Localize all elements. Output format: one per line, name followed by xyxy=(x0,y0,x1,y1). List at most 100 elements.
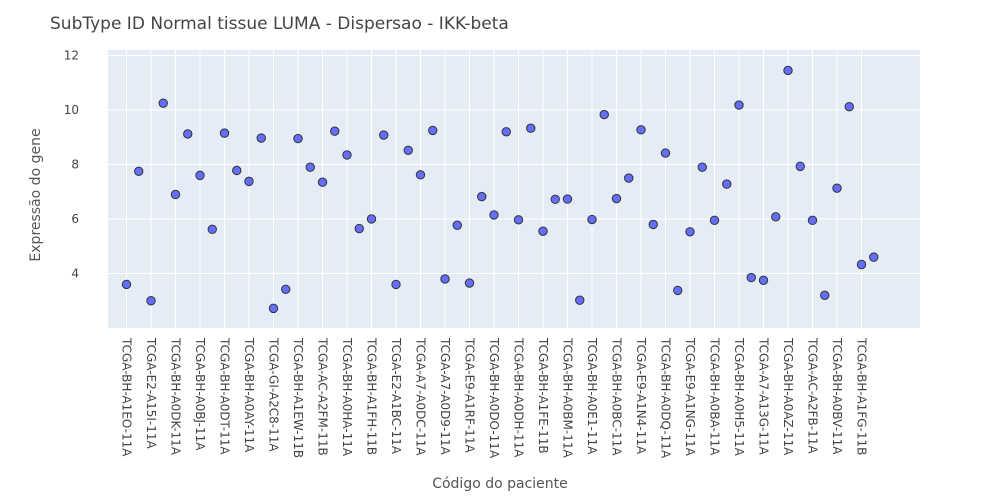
x-tick-label: TCGA-BH-A0DT-11A xyxy=(218,337,232,455)
data-point xyxy=(440,274,450,284)
x-tick-label: TCGA-BH-A0DQ-11A xyxy=(659,337,673,459)
data-point xyxy=(513,215,524,225)
x-tick-label: TCGA-BH-A0BJ-11A xyxy=(193,337,207,451)
data-point xyxy=(342,150,352,160)
y-tick-label: 6 xyxy=(71,212,79,226)
chart-title: SubType ID Normal tissue LUMA - Dispersa… xyxy=(50,14,509,34)
data-point xyxy=(244,176,254,187)
data-point xyxy=(722,179,732,189)
x-tick-label: TCGA-E9-A1N4-11A xyxy=(634,337,648,455)
data-point xyxy=(464,278,475,288)
x-tick-label: TCGA-BH-A0H5-11A xyxy=(732,337,746,457)
data-point xyxy=(758,275,769,286)
plot-area xyxy=(108,50,920,328)
data-point xyxy=(207,224,217,235)
x-tick-label: TCGA-AC-A2FM-11B xyxy=(316,337,330,456)
data-point xyxy=(366,214,377,224)
x-axis-ticks: TCGA-BH-A1EO-11A TCGA-E2-A15I-11A TCGA-BH-… xyxy=(120,337,869,459)
data-point xyxy=(379,130,389,140)
x-tick-label: TCGA-E2-A15I-11A xyxy=(144,337,158,449)
y-tick-label: 12 xyxy=(64,48,79,62)
data-point xyxy=(501,127,511,137)
data-point xyxy=(170,189,181,200)
x-tick-label: TCGA-BH-A0DK-11A xyxy=(169,337,183,456)
x-tick-label: TCGA-BH-A0DO-11A xyxy=(487,337,501,459)
data-point xyxy=(354,223,364,234)
data-point xyxy=(305,162,315,172)
x-tick-label: TCGA-A7-A0D9-11A xyxy=(438,337,452,456)
data-point xyxy=(562,194,573,204)
data-point xyxy=(526,123,536,133)
data-points xyxy=(121,65,879,314)
data-point xyxy=(807,215,818,226)
data-point xyxy=(183,129,193,139)
data-point xyxy=(685,227,695,237)
data-point xyxy=(146,296,156,306)
gridlines xyxy=(108,50,920,328)
x-tick-label: TCGA-E9-A1NG-11A xyxy=(683,337,697,457)
x-tick-label: TCGA-BH-A0E1-11A xyxy=(585,337,599,455)
data-point xyxy=(550,194,560,205)
data-point xyxy=(832,183,842,193)
data-point xyxy=(599,109,609,120)
x-tick-label: TCGA-BH-A0AZ-11A xyxy=(781,337,795,456)
x-tick-label: TCGA-BH-A0AY-11A xyxy=(242,337,256,453)
data-point xyxy=(783,65,793,76)
data-point xyxy=(624,173,634,183)
data-point xyxy=(428,125,438,136)
data-point xyxy=(660,148,671,158)
data-point xyxy=(232,165,242,176)
x-axis-title: Código do paciente xyxy=(432,476,568,492)
data-point xyxy=(477,191,487,202)
data-point xyxy=(734,100,744,110)
data-point xyxy=(268,303,279,314)
data-point xyxy=(795,161,805,172)
x-tick-label: TCGA-BH-A1EW-11B xyxy=(291,337,305,458)
data-point xyxy=(330,126,340,136)
x-tick-label: TCGA-BH-A0BA-11A xyxy=(708,337,722,456)
data-point xyxy=(648,219,658,230)
x-tick-label: TCGA-BH-A0BC-11A xyxy=(610,337,624,456)
data-point xyxy=(256,133,266,143)
x-tick-label: TCGA-GI-A2C8-11A xyxy=(267,337,281,452)
data-point xyxy=(121,279,132,290)
data-point xyxy=(317,177,328,187)
data-point xyxy=(403,145,413,155)
data-point xyxy=(134,166,144,176)
data-point xyxy=(415,170,426,180)
data-point xyxy=(636,125,646,135)
data-point xyxy=(575,295,585,305)
x-tick-label: TCGA-E9-A1RF-11A xyxy=(463,337,477,454)
data-point xyxy=(195,170,205,181)
x-tick-label: TCGA-A7-A13G-11A xyxy=(757,337,771,456)
data-point xyxy=(391,279,401,290)
x-tick-label: TCGA-BH-A0BV-11A xyxy=(830,337,844,455)
x-tick-label: TCGA-BH-A0DH-11A xyxy=(512,337,526,458)
data-point xyxy=(869,252,879,262)
x-tick-label: TCGA-BH-A1EO-11A xyxy=(120,337,134,457)
data-point xyxy=(281,284,291,294)
data-point xyxy=(219,128,230,138)
data-point xyxy=(844,101,854,112)
x-tick-label: TCGA-AC-A2FB-11A xyxy=(806,337,820,454)
data-point xyxy=(293,133,303,144)
data-point xyxy=(538,226,548,236)
y-axis-title: Expressão do gene xyxy=(28,128,44,261)
y-tick-label: 4 xyxy=(71,266,79,280)
data-point xyxy=(856,259,867,270)
x-tick-label: TCGA-E2-A1BC-11A xyxy=(389,337,403,455)
x-tick-label: TCGA-BH-A0BM-11A xyxy=(561,337,575,459)
data-point xyxy=(673,285,683,296)
data-point xyxy=(697,162,707,172)
data-point xyxy=(820,290,830,300)
x-tick-label: TCGA-BH-A1FE-11B xyxy=(536,337,550,454)
x-tick-label: TCGA-BH-A1FG-11B xyxy=(855,337,869,455)
x-tick-label: TCGA-BH-A1FH-11B xyxy=(365,337,379,455)
x-tick-label: TCGA-A7-A0DC-11A xyxy=(414,337,428,456)
data-point xyxy=(611,193,622,204)
y-axis-ticks: 4 6 8 10 12 xyxy=(64,48,79,280)
data-point xyxy=(771,212,781,222)
y-tick-label: 10 xyxy=(64,103,79,117)
data-point xyxy=(489,210,499,220)
